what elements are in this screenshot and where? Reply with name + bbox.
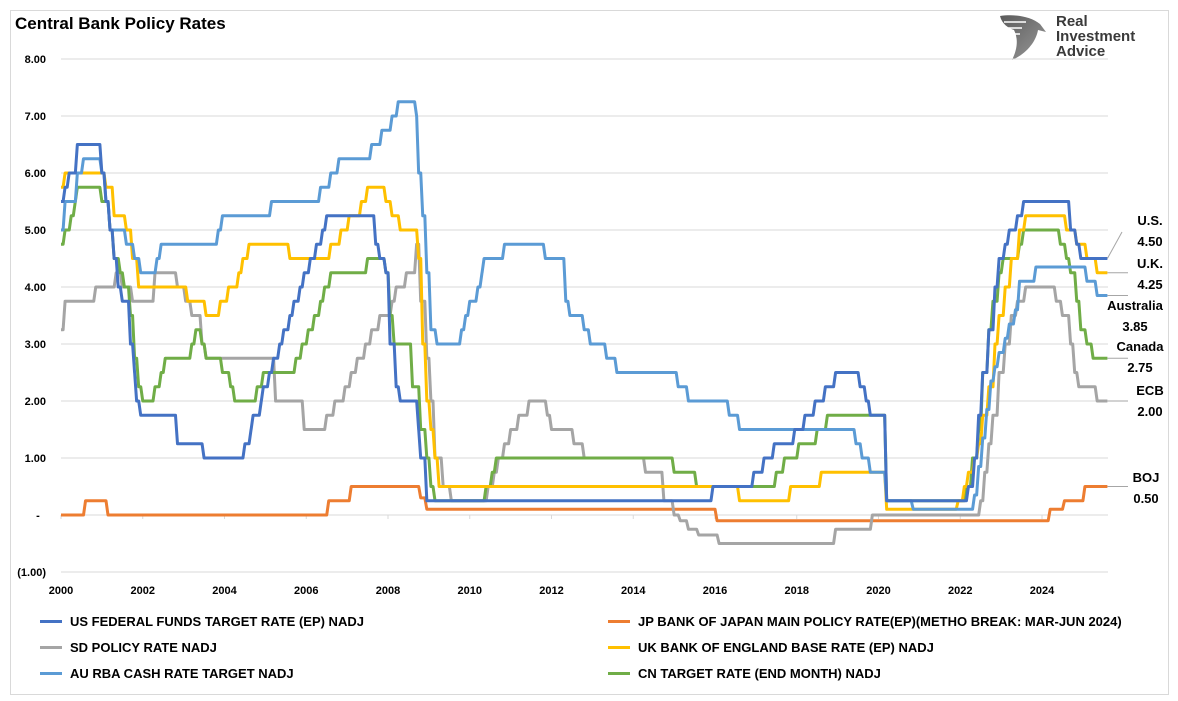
legend-item-sd: SD POLICY RATE NADJ xyxy=(40,640,217,655)
legend-swatch xyxy=(40,672,62,675)
y-tick-label: 7.00 xyxy=(25,111,46,123)
end-label-name: U.S. xyxy=(1137,213,1162,228)
end-label-name: BOJ xyxy=(1133,470,1160,485)
x-tick-label: 2012 xyxy=(539,585,563,597)
x-tick-label: 2004 xyxy=(212,585,237,597)
legend-label: CN TARGET RATE (END MONTH) NADJ xyxy=(638,666,881,681)
series-line-us xyxy=(61,143,1108,503)
legend-item-us: US FEDERAL FUNDS TARGET RATE (EP) NADJ xyxy=(40,614,364,629)
y-tick-label: 2.00 xyxy=(25,396,46,408)
x-tick-label: 2006 xyxy=(294,585,318,597)
end-label-name: Australia xyxy=(1107,298,1163,313)
brand-line2: Investment xyxy=(1056,28,1136,45)
brand-line3: Advice xyxy=(1056,43,1106,60)
y-tick-label: 4.00 xyxy=(25,282,46,294)
end-label-value: 4.25 xyxy=(1137,277,1162,292)
legend-label: AU RBA CASH RATE TARGET NADJ xyxy=(70,666,294,681)
x-tick-label: 2010 xyxy=(458,585,482,597)
legend-label: US FEDERAL FUNDS TARGET RATE (EP) NADJ xyxy=(70,614,364,629)
legend-label: JP BANK OF JAPAN MAIN POLICY RATE(EP)(ME… xyxy=(638,614,1122,629)
x-tick-label: 2022 xyxy=(948,585,972,597)
end-label-value: 0.50 xyxy=(1133,491,1158,506)
legend-swatch xyxy=(608,672,630,675)
y-tick-label: 3.00 xyxy=(25,339,46,351)
end-label-value: 2.75 xyxy=(1127,360,1152,375)
chart-title: Central Bank Policy Rates xyxy=(15,14,226,33)
end-label-name: ECB xyxy=(1136,383,1163,398)
legend-item-cn: CN TARGET RATE (END MONTH) NADJ xyxy=(608,666,881,681)
legend-swatch xyxy=(40,646,62,649)
end-label-value: 3.85 xyxy=(1122,319,1147,334)
series-line-ecb xyxy=(61,242,1108,545)
legend-item-jp: JP BANK OF JAPAN MAIN POLICY RATE(EP)(ME… xyxy=(608,614,1122,629)
end-label-value: 2.00 xyxy=(1137,404,1162,419)
legend-swatch xyxy=(608,646,630,649)
legend-item-au: AU RBA CASH RATE TARGET NADJ xyxy=(40,666,294,681)
legend-label: SD POLICY RATE NADJ xyxy=(70,640,217,655)
legend-item-uk: UK BANK OF ENGLAND BASE RATE (EP) NADJ xyxy=(608,640,934,655)
end-label-name: U.K. xyxy=(1137,256,1163,271)
end-label-value: 4.50 xyxy=(1137,234,1162,249)
x-tick-label: 2000 xyxy=(49,585,73,597)
y-tick-label: 1.00 xyxy=(25,453,46,465)
y-tick-label: 5.00 xyxy=(25,225,46,237)
chart-frame xyxy=(10,10,1169,695)
y-tick-label: (1.00) xyxy=(17,567,46,579)
series-line-boj xyxy=(61,485,1108,523)
x-tick-label: 2008 xyxy=(376,585,400,597)
series-line-australia xyxy=(61,100,1108,511)
x-tick-label: 2002 xyxy=(131,585,155,597)
leader-line xyxy=(1106,231,1123,259)
x-tick-label: 2014 xyxy=(621,585,646,597)
series-line-uk xyxy=(61,171,1108,511)
y-tick-label: 6.00 xyxy=(25,168,46,180)
legend-label: UK BANK OF ENGLAND BASE RATE (EP) NADJ xyxy=(638,640,934,655)
legend-swatch xyxy=(608,620,630,623)
brand-line1: Real xyxy=(1056,13,1088,30)
y-tick-label: - xyxy=(36,510,40,522)
x-tick-label: 2024 xyxy=(1030,585,1055,597)
x-tick-label: 2018 xyxy=(785,585,809,597)
x-tick-label: 2016 xyxy=(703,585,727,597)
eagle-icon xyxy=(1000,15,1046,60)
x-tick-label: 2020 xyxy=(866,585,890,597)
y-tick-label: 8.00 xyxy=(25,54,46,66)
legend-swatch xyxy=(40,620,62,623)
end-label-name: Canada xyxy=(1117,339,1165,354)
brand-logo: Real Investment Advice xyxy=(996,12,1146,64)
